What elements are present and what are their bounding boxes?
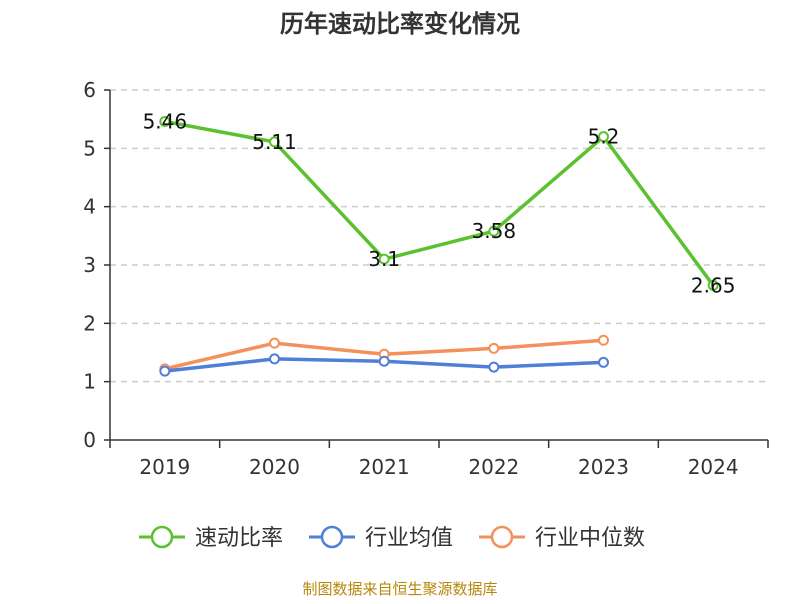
legend-item[interactable]: 行业均值 [309,525,453,551]
data-point[interactable] [159,116,171,127]
source-note: 制图数据来自恒生聚源数据库 [302,580,497,598]
legend-item[interactable]: 行业中位数 [479,525,645,551]
y-tick-label: 6 [83,78,96,102]
series-layer [159,116,719,377]
data-point[interactable] [269,337,280,349]
data-label: 3.1 [368,247,400,271]
data-point[interactable] [598,334,609,346]
y-tick-label: 4 [83,195,96,219]
legend-label: 速动比率 [195,526,283,551]
data-point[interactable] [159,365,171,377]
legend-label: 行业中位数 [535,526,645,551]
y-tick-label: 1 [83,370,96,394]
y-tick-label: 0 [83,428,96,452]
data-label: 3.58 [472,219,517,243]
x-tick-label: 2024 [688,455,739,479]
data-labels-layer: 5.46 5.11 3.1 3.58 5.2 2.65 [143,110,736,298]
legend-marker [320,525,344,549]
legend-marker [150,525,174,549]
data-label: 5.11 [252,130,297,154]
chart-title: 历年速动比率变化情况 [280,10,520,38]
y-tick-label: 3 [83,253,96,277]
data-point[interactable] [598,131,609,143]
legend-item[interactable]: 速动比率 [139,525,283,551]
x-tick-label: 2023 [578,455,629,479]
y-tick-label: 2 [83,311,96,335]
x-tick-label: 2022 [468,455,519,479]
data-point[interactable] [598,356,609,368]
grid-layer [110,89,768,383]
y-tick-label: 5 [83,136,96,160]
data-label: 2.65 [691,273,736,297]
data-point[interactable] [269,353,280,365]
legend-label: 行业均值 [365,526,453,551]
x-tick-label: 2020 [249,455,300,479]
x-tick-label: 2021 [359,455,410,479]
data-point[interactable] [488,225,500,237]
data-point[interactable] [707,279,719,291]
x-tick-label: 2019 [139,455,190,479]
data-point[interactable] [269,136,280,148]
data-point[interactable] [378,253,390,265]
data-point[interactable] [488,361,500,373]
data-point[interactable] [378,355,390,367]
axis-layer: 0 1 2 3 4 5 6 2019 2020 2021 2022 2023 2024 [83,78,769,479]
data-label: 5.46 [143,110,188,134]
data-label: 5.2 [588,125,620,149]
legend-marker [490,525,514,549]
legend: 速动比率 行业均值 行业中位数 [139,525,645,551]
data-point[interactable] [488,342,500,354]
series-line [163,119,715,288]
